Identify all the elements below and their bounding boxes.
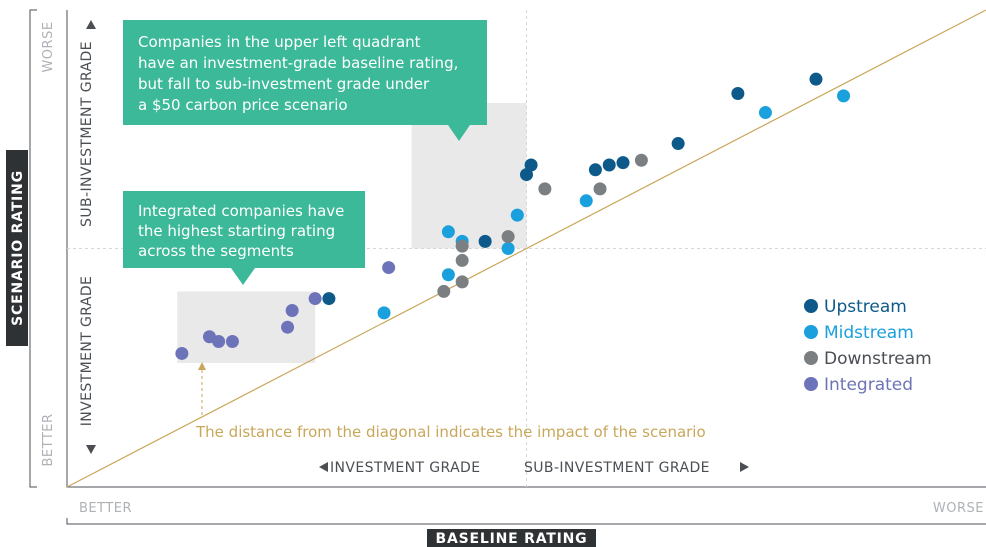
arrow-right-icon — [740, 462, 749, 472]
point-integrated-4 — [281, 320, 295, 334]
point-upstream-1 — [478, 234, 492, 248]
point-downstream-5 — [538, 182, 552, 196]
legend-midstream-label: Midstream — [824, 323, 914, 343]
point-integrated-3 — [225, 335, 239, 349]
point-midstream-6 — [579, 194, 593, 208]
point-downstream-7 — [634, 153, 648, 167]
point-upstream-9 — [809, 72, 823, 86]
legend-downstream-swatch — [804, 351, 818, 365]
y-axis-title-bg — [6, 150, 28, 346]
legend-integrated-swatch — [804, 377, 818, 391]
data-points — [175, 72, 851, 360]
point-downstream-1 — [455, 275, 469, 289]
point-upstream-0 — [322, 292, 336, 306]
point-midstream-0 — [377, 306, 391, 320]
legend-midstream-swatch — [804, 325, 818, 339]
callout-upper-left-box — [123, 20, 487, 141]
point-midstream-4 — [501, 242, 515, 255]
y-axis-bracket — [29, 9, 37, 488]
point-downstream-4 — [501, 230, 515, 244]
point-upstream-8 — [731, 86, 745, 100]
callout-upper-left: Companies in the upper left quadrant hav… — [123, 20, 487, 141]
point-midstream-2 — [441, 225, 455, 239]
point-midstream-1 — [441, 268, 455, 282]
y-grade-top-label: SUB-INVESTMENT GRADE — [79, 41, 95, 227]
point-downstream-6 — [593, 182, 607, 196]
x-axis-bracket — [66, 518, 986, 525]
callout-integrated-text: Integrated companies have the highest st… — [138, 202, 349, 260]
y-grade-bottom-label: INVESTMENT GRADE — [79, 276, 95, 426]
highlight-box-upper-left — [411, 103, 527, 249]
legend: Upstream Midstream Downstream Integrated — [804, 297, 932, 395]
legend-upstream-swatch — [804, 299, 818, 313]
y-axis-title: SCENARIO RATING — [10, 170, 26, 326]
point-downstream-0 — [437, 284, 451, 298]
callout-upper-left-text: Companies in the upper left quadrant hav… — [138, 33, 463, 114]
arrow-left-icon — [319, 462, 328, 472]
x-axis-title: BASELINE RATING — [436, 531, 588, 547]
point-downstream-2 — [455, 253, 469, 267]
point-upstream-4 — [588, 163, 602, 177]
y-axis-worse-label: WORSE — [41, 21, 56, 72]
point-upstream-5 — [602, 158, 616, 172]
point-integrated-7 — [382, 261, 396, 275]
point-midstream-8 — [837, 89, 851, 103]
x-grade-right-label: SUB-INVESTMENT GRADE — [524, 460, 710, 476]
point-midstream-7 — [758, 106, 772, 120]
arrow-down-icon — [86, 445, 96, 454]
point-integrated-5 — [285, 304, 299, 318]
x-axis-better-label: BETTER — [79, 501, 132, 516]
y-axis-better-label: BETTER — [41, 413, 56, 466]
callout-integrated-box — [123, 191, 365, 285]
x-grade-left-label: INVESTMENT GRADE — [330, 460, 480, 476]
annotation-arrow-icon — [198, 362, 206, 370]
point-integrated-2 — [212, 335, 226, 349]
point-upstream-3 — [524, 158, 538, 172]
point-integrated-0 — [175, 346, 189, 360]
callout-integrated: Integrated companies have the highest st… — [123, 191, 365, 285]
x-axis-worse-label: WORSE — [933, 501, 984, 516]
legend-integrated-label: Integrated — [824, 375, 913, 395]
diagonal-line — [66, 9, 986, 488]
point-midstream-5 — [510, 208, 524, 222]
x-axis-title-bg — [427, 529, 596, 547]
legend-upstream-label: Upstream — [824, 297, 907, 317]
point-integrated-6 — [308, 292, 322, 306]
highlight-box-integrated — [177, 291, 316, 363]
arrow-up-icon — [86, 20, 96, 29]
annotation-text: The distance from the diagonal indicates… — [195, 423, 706, 441]
point-upstream-6 — [616, 156, 630, 170]
point-upstream-7 — [671, 137, 685, 151]
point-downstream-3 — [455, 239, 469, 253]
legend-downstream-label: Downstream — [824, 349, 932, 369]
